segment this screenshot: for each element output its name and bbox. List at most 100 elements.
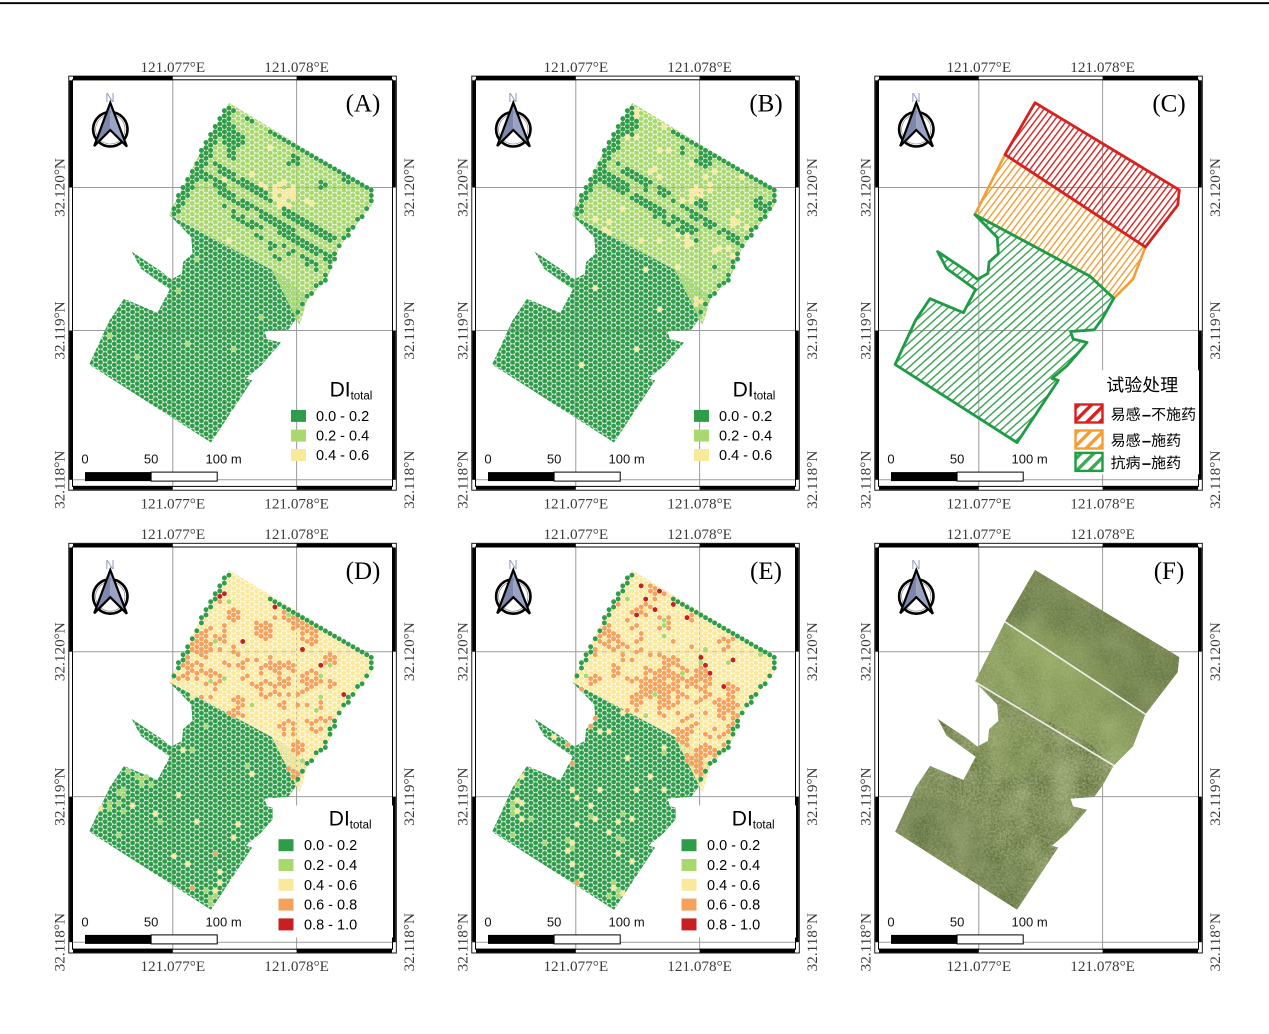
svg-text:0.2 - 0.4: 0.2 - 0.4: [707, 858, 760, 874]
svg-text:32.118°N: 32.118°N: [1207, 913, 1224, 971]
svg-text:0.4 - 0.6: 0.4 - 0.6: [316, 448, 369, 464]
svg-text:50: 50: [144, 452, 158, 467]
svg-text:121.077°E: 121.077°E: [140, 495, 205, 512]
svg-text:(A): (A): [346, 91, 381, 118]
svg-text:0.0 - 0.2: 0.0 - 0.2: [707, 838, 760, 854]
svg-text:0.6 - 0.8: 0.6 - 0.8: [304, 898, 357, 914]
svg-text:121.078°E: 121.078°E: [264, 958, 329, 975]
svg-text:121.078°E: 121.078°E: [264, 526, 329, 543]
svg-text:50: 50: [547, 914, 561, 929]
svg-text:32.118°N: 32.118°N: [401, 913, 418, 971]
svg-text:32.119°N: 32.119°N: [52, 767, 69, 825]
svg-text:121.078°E: 121.078°E: [667, 958, 732, 975]
svg-text:0: 0: [887, 914, 894, 929]
svg-text:0: 0: [484, 452, 491, 467]
svg-text:121.077°E: 121.077°E: [946, 59, 1011, 76]
svg-text:32.120°N: 32.120°N: [1207, 622, 1224, 681]
svg-text:50: 50: [144, 914, 158, 929]
svg-text:32.118°N: 32.118°N: [858, 451, 875, 509]
svg-text:32.120°N: 32.120°N: [1207, 158, 1224, 217]
svg-text:0.0 - 0.2: 0.0 - 0.2: [316, 409, 369, 425]
svg-text:121.077°E: 121.077°E: [946, 495, 1011, 512]
svg-text:32.120°N: 32.120°N: [858, 158, 875, 217]
svg-text:32.118°N: 32.118°N: [455, 913, 472, 971]
svg-text:32.118°N: 32.118°N: [1207, 451, 1224, 509]
svg-text:121.078°E: 121.078°E: [264, 59, 329, 76]
svg-text:0.8 - 1.0: 0.8 - 1.0: [707, 917, 760, 933]
svg-text:32.118°N: 32.118°N: [804, 913, 821, 971]
svg-text:32.119°N: 32.119°N: [1207, 301, 1224, 359]
svg-text:121.077°E: 121.077°E: [543, 526, 608, 543]
svg-text:(E): (E): [750, 558, 782, 585]
svg-text:N: N: [911, 557, 920, 572]
svg-text:32.119°N: 32.119°N: [804, 301, 821, 359]
svg-text:32.118°N: 32.118°N: [52, 451, 69, 509]
svg-text:32.120°N: 32.120°N: [858, 622, 875, 681]
svg-text:N: N: [508, 557, 517, 572]
svg-text:32.118°N: 32.118°N: [52, 913, 69, 971]
svg-text:32.119°N: 32.119°N: [401, 301, 418, 359]
svg-text:32.119°N: 32.119°N: [52, 301, 69, 359]
svg-text:32.118°N: 32.118°N: [804, 451, 821, 509]
svg-text:0.0 - 0.2: 0.0 - 0.2: [304, 838, 357, 854]
svg-text:0.4 - 0.6: 0.4 - 0.6: [707, 878, 760, 894]
svg-text:100 m: 100 m: [206, 452, 242, 467]
svg-text:32.119°N: 32.119°N: [455, 301, 472, 359]
svg-text:32.119°N: 32.119°N: [401, 767, 418, 825]
svg-text:0.4 - 0.6: 0.4 - 0.6: [719, 448, 772, 464]
svg-text:121.078°E: 121.078°E: [667, 526, 732, 543]
svg-text:121.078°E: 121.078°E: [1070, 958, 1135, 975]
svg-text:32.120°N: 32.120°N: [52, 158, 69, 217]
svg-text:121.078°E: 121.078°E: [1070, 59, 1135, 76]
svg-text:(D): (D): [346, 558, 381, 585]
svg-text:0.6 - 0.8: 0.6 - 0.8: [707, 898, 760, 914]
svg-text:(C): (C): [1152, 91, 1185, 118]
svg-text:N: N: [911, 90, 920, 105]
svg-text:121.078°E: 121.078°E: [667, 495, 732, 512]
svg-text:100 m: 100 m: [1012, 452, 1048, 467]
svg-text:32.119°N: 32.119°N: [1207, 767, 1224, 825]
svg-text:121.078°E: 121.078°E: [1070, 495, 1135, 512]
svg-text:N: N: [105, 90, 114, 105]
svg-text:50: 50: [950, 452, 964, 467]
svg-text:121.078°E: 121.078°E: [667, 59, 732, 76]
svg-text:0.0 - 0.2: 0.0 - 0.2: [719, 409, 772, 425]
svg-text:32.119°N: 32.119°N: [804, 767, 821, 825]
svg-text:121.078°E: 121.078°E: [264, 495, 329, 512]
svg-text:0.2 - 0.4: 0.2 - 0.4: [304, 858, 357, 874]
svg-text:32.118°N: 32.118°N: [401, 451, 418, 509]
svg-text:121.077°E: 121.077°E: [140, 526, 205, 543]
svg-text:32.119°N: 32.119°N: [858, 767, 875, 825]
svg-text:32.118°N: 32.118°N: [858, 913, 875, 971]
svg-text:121.077°E: 121.077°E: [946, 526, 1011, 543]
svg-text:0.8 - 1.0: 0.8 - 1.0: [304, 917, 357, 933]
svg-text:121.077°E: 121.077°E: [946, 958, 1011, 975]
svg-text:100 m: 100 m: [609, 452, 645, 467]
svg-text:121.077°E: 121.077°E: [140, 59, 205, 76]
svg-text:32.118°N: 32.118°N: [455, 451, 472, 509]
svg-text:0.4 - 0.6: 0.4 - 0.6: [304, 878, 357, 894]
svg-text:121.077°E: 121.077°E: [543, 958, 608, 975]
svg-text:(B): (B): [749, 91, 782, 118]
svg-text:121.077°E: 121.077°E: [543, 495, 608, 512]
svg-text:32.119°N: 32.119°N: [858, 301, 875, 359]
svg-text:32.120°N: 32.120°N: [52, 622, 69, 681]
svg-text:32.120°N: 32.120°N: [804, 622, 821, 681]
svg-text:(F): (F): [1154, 558, 1185, 585]
svg-text:32.120°N: 32.120°N: [455, 622, 472, 681]
svg-text:0: 0: [887, 452, 894, 467]
svg-text:N: N: [508, 90, 517, 105]
svg-text:32.120°N: 32.120°N: [401, 158, 418, 217]
svg-text:N: N: [105, 557, 114, 572]
svg-text:121.078°E: 121.078°E: [1070, 526, 1135, 543]
svg-text:0.2 - 0.4: 0.2 - 0.4: [719, 429, 772, 445]
svg-text:0: 0: [81, 914, 88, 929]
svg-text:121.077°E: 121.077°E: [140, 958, 205, 975]
svg-text:100 m: 100 m: [609, 914, 645, 929]
svg-text:32.119°N: 32.119°N: [455, 767, 472, 825]
svg-text:32.120°N: 32.120°N: [455, 158, 472, 217]
svg-text:50: 50: [547, 452, 561, 467]
svg-text:0: 0: [484, 914, 491, 929]
svg-text:121.077°E: 121.077°E: [543, 59, 608, 76]
svg-text:50: 50: [950, 914, 964, 929]
